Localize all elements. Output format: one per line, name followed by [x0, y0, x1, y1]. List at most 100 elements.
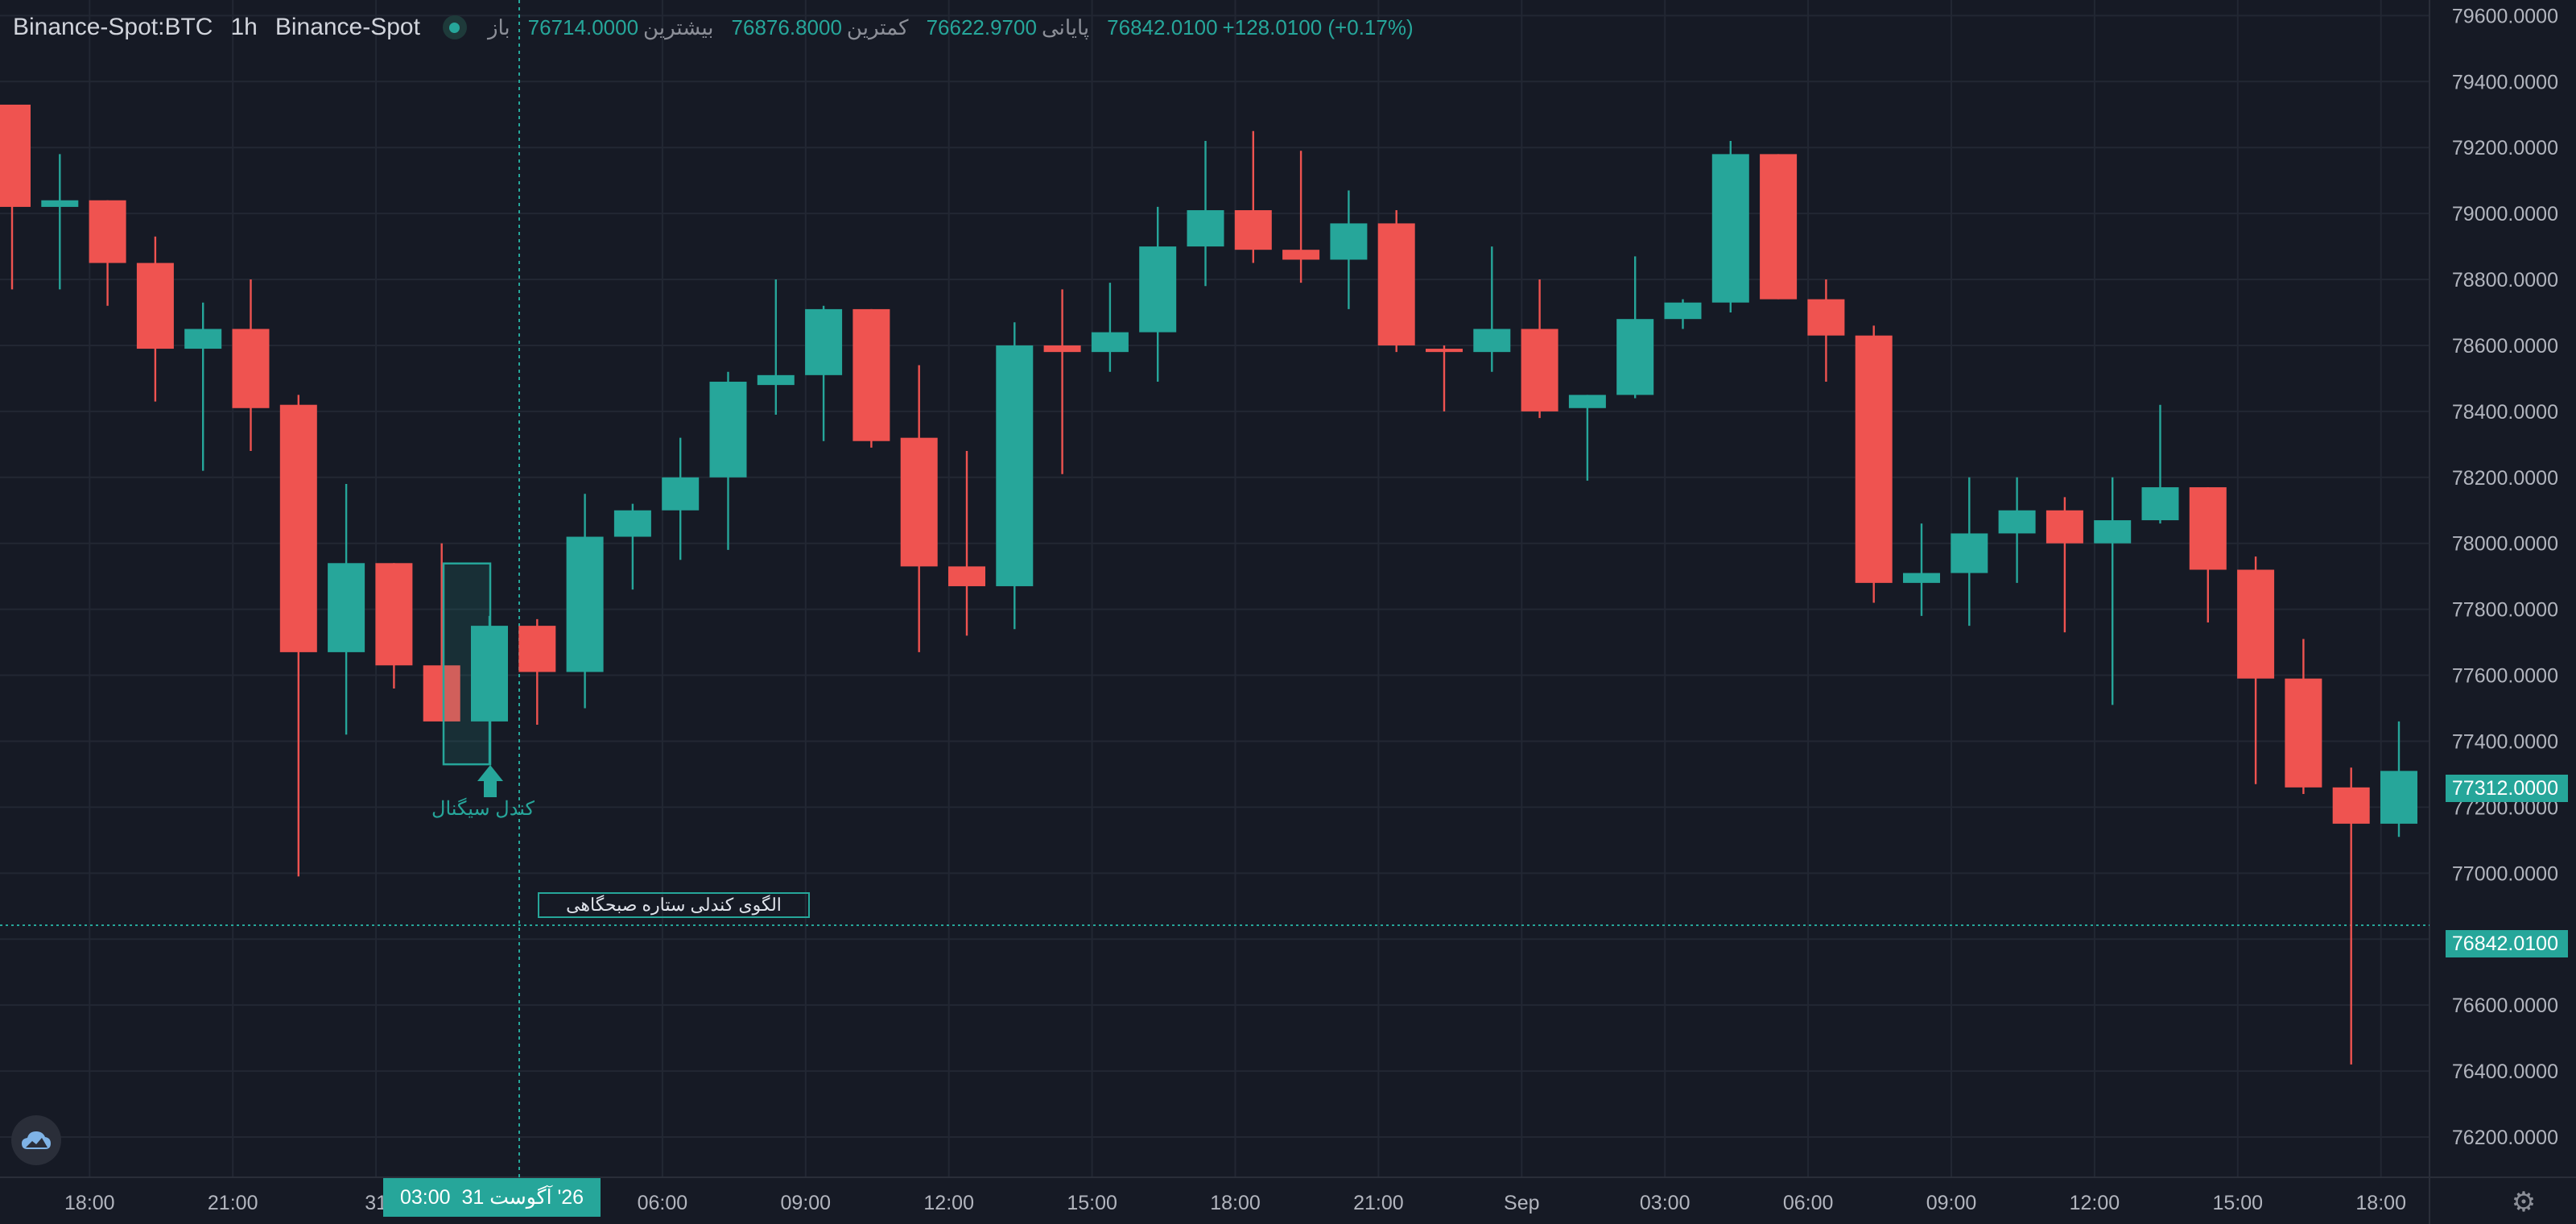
candle-down-body — [1377, 223, 1415, 345]
ohlc-readout: باز 76714.0000 بیشترین 76876.8000 کمترین… — [488, 15, 1414, 40]
candle-down-body — [948, 566, 985, 586]
signal-candle-box — [442, 562, 492, 766]
candle-up-body — [1139, 246, 1177, 333]
x-tick-label: 18:00 — [2355, 1192, 2406, 1214]
low-label: کمترین — [846, 14, 909, 39]
candle-down-body — [2189, 487, 2227, 570]
candle-down-body — [1855, 335, 1893, 583]
candle-down-body — [2237, 569, 2275, 679]
open-label: باز — [487, 14, 510, 39]
candle-up-body — [566, 536, 604, 672]
candle-up-body — [1187, 210, 1224, 247]
x-tick-label: 12:00 — [2070, 1192, 2120, 1214]
x-tick-label: 03:00 — [1640, 1192, 1690, 1214]
candle-up-body — [1091, 332, 1129, 353]
close-label: پایانی — [1041, 14, 1090, 39]
cloud-logo-glyph — [22, 1131, 51, 1149]
x-tick-label: 09:00 — [781, 1192, 832, 1214]
close-value: 76842.0100 — [1107, 14, 1218, 39]
source-label: Binance-Spot — [275, 14, 420, 40]
x-tick-label: 18:00 — [1210, 1192, 1261, 1214]
x-tick-label: 21:00 — [208, 1192, 258, 1214]
y-tick-label: 77400.0000 — [2452, 730, 2558, 753]
x-tick-label: 12:00 — [923, 1192, 974, 1214]
y-tick-label: 79200.0000 — [2452, 137, 2558, 159]
candle-down-body — [0, 104, 31, 207]
low-value: 76622.9700 — [926, 14, 1037, 39]
candle-up-body — [1664, 302, 1702, 320]
candle-up-body — [1951, 533, 1988, 573]
candle-up-body — [757, 374, 795, 386]
candle-up-body — [2380, 771, 2417, 824]
market-status-icon — [442, 15, 467, 39]
candle-down-body — [518, 626, 556, 672]
x-tick-label: 06:00 — [1783, 1192, 1834, 1214]
y-tick-label: 77000.0000 — [2452, 862, 2558, 885]
x-tick-label: 21:00 — [1353, 1192, 1404, 1214]
upper-price-tag: 77312.0000 — [2446, 775, 2568, 802]
x-tick-label: 06:00 — [638, 1192, 688, 1214]
x-tick-label: 09:00 — [1926, 1192, 1977, 1214]
y-tick-label: 78400.0000 — [2452, 401, 2558, 424]
candle-up-body — [41, 200, 79, 207]
candle-down-body — [232, 329, 270, 408]
candle-down-body — [900, 437, 938, 567]
x-tick-label: 15:00 — [2213, 1192, 2264, 1214]
y-tick-label: 77600.0000 — [2452, 665, 2558, 688]
candle-down-body — [1760, 154, 1798, 300]
crosshair-time: 03:00 — [399, 1185, 451, 1209]
y-tick-label: 78600.0000 — [2452, 335, 2558, 358]
candle-up-body — [1711, 154, 1749, 303]
signal-arrow-icon — [477, 765, 503, 797]
candle-down-body — [136, 263, 174, 349]
candle-up-body — [662, 477, 700, 511]
gear-icon[interactable]: ⚙ — [2511, 1187, 2537, 1218]
candle-up-body — [1473, 329, 1511, 353]
candle-up-body — [805, 308, 843, 375]
symbol-label[interactable]: Binance-Spot:BTC — [13, 14, 213, 40]
candle-up-body — [2094, 520, 2132, 544]
candle-up-body — [328, 563, 365, 652]
candle-up-body — [709, 382, 747, 478]
candle-down-body — [2332, 787, 2370, 824]
candle-down-body — [2285, 678, 2322, 788]
y-tick-label: 79400.0000 — [2452, 71, 2558, 93]
current-price-tag: 76842.0100 — [2446, 930, 2568, 957]
candle-down-body — [279, 404, 317, 652]
candle-up-body — [1616, 319, 1654, 395]
change-value: +128.0100 (+0.17%) — [1222, 14, 1414, 39]
pattern-annotation[interactable]: الگوی کندلی ستاره صبحگاهی — [538, 892, 810, 918]
candle-down-body — [89, 200, 126, 263]
candle-up-body — [996, 345, 1034, 586]
y-tick-label: 78000.0000 — [2452, 533, 2558, 556]
open-value: 76714.0000 — [527, 14, 639, 39]
candle-down-body — [1234, 210, 1272, 250]
candle-down-body — [1426, 349, 1463, 353]
signal-candle-label: کندل سیگنال — [431, 798, 535, 820]
candle-down-body — [423, 665, 460, 722]
high-value: 76876.8000 — [731, 14, 842, 39]
candle-up-body — [1998, 510, 2036, 534]
y-tick-label: 76400.0000 — [2452, 1061, 2558, 1083]
crosshair-time-label: 03:00 26' آگوست 31 — [383, 1178, 601, 1217]
candle-down-body — [1282, 250, 1320, 260]
cloud-logo-icon[interactable] — [11, 1115, 61, 1165]
y-tick-label: 78200.0000 — [2452, 467, 2558, 490]
candle-down-body — [2046, 510, 2083, 544]
candle-down-body — [852, 308, 890, 441]
y-tick-label: 76200.0000 — [2452, 1127, 2558, 1149]
timeframe-label[interactable]: 1h — [230, 14, 258, 40]
y-tick-label: 78800.0000 — [2452, 269, 2558, 292]
candle-up-body — [1903, 573, 1940, 583]
chart-header: Binance-Spot:BTC 1h Binance-Spot باز 767… — [13, 11, 1414, 43]
candle-up-body — [613, 510, 651, 537]
high-label: بیشترین — [643, 14, 714, 39]
candle-down-body — [1807, 299, 1845, 336]
candle-up-body — [2141, 487, 2179, 521]
y-tick-label: 77800.0000 — [2452, 599, 2558, 622]
candle-up-body — [184, 329, 222, 349]
x-tick-label: Sep — [1504, 1192, 1539, 1214]
candle-down-body — [1521, 329, 1558, 411]
